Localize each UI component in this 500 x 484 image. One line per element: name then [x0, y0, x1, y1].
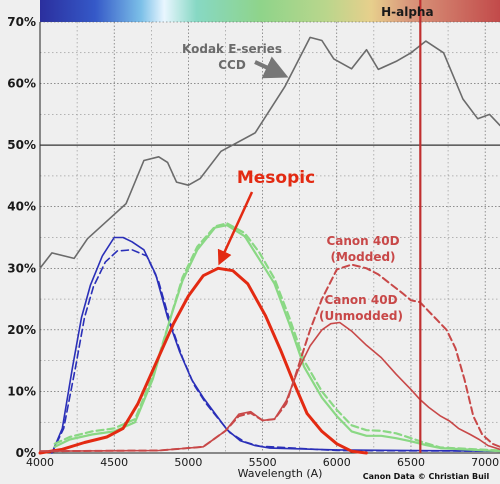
h-alpha-marker: H-alpha [381, 0, 434, 453]
annotation-canon-unmodded-1: Canon 40D [324, 293, 397, 307]
annotation-canon-modded-1: Canon 40D [326, 234, 399, 248]
h-alpha-label: H-alpha [381, 5, 433, 19]
x-tick-label: 4000 [26, 456, 54, 469]
x-tick-labels: 4000 4500 5000 5500 6000 6500 7000 [26, 456, 499, 469]
grid [39, 21, 500, 454]
y-tick-label: 40% [7, 200, 36, 214]
y-tick-label: 50% [7, 138, 36, 152]
x-tick-label: 6500 [397, 456, 425, 469]
y-tick-label: 0% [16, 446, 36, 460]
series-line-5 [38, 266, 368, 455]
series-layer [38, 36, 500, 455]
credit-label: Canon Data © Christian Buil [363, 472, 490, 481]
y-tick-label: 30% [7, 261, 36, 275]
x-tick-label: 6000 [323, 456, 351, 469]
y-tick-label: 20% [7, 323, 36, 337]
x-axis-label: Wavelength (A) [238, 467, 323, 480]
series-line-7 [39, 321, 500, 452]
annotation-kodak-2: CCD [218, 58, 246, 72]
kodak-arrow [254, 56, 289, 79]
series-line-6 [39, 263, 500, 453]
annotation-mesopic: Mesopic [237, 168, 315, 188]
series-line-3 [53, 224, 500, 453]
series-line-2 [51, 249, 500, 454]
mesopic-arrow [217, 191, 254, 266]
annotations: Kodak E-series CCD Mesopic Canon 40D (Mo… [182, 42, 489, 481]
y-tick-label: 60% [7, 77, 36, 91]
annotation-kodak-1: Kodak E-series [182, 42, 282, 56]
x-tick-label: 5000 [174, 456, 202, 469]
series-line-1 [51, 236, 500, 454]
x-tick-label: 4500 [100, 456, 128, 469]
x-tick-label: 5500 [249, 456, 277, 469]
series-line-4 [53, 222, 500, 452]
annotation-canon-modded-2: (Modded) [330, 250, 395, 264]
annotation-canon-unmodded-2: (Unmodded) [319, 309, 403, 323]
y-tick-labels: 0% 10% 20% 30% 40% 50% 60% 70% [7, 15, 36, 460]
spectrum-bar [40, 0, 500, 22]
y-tick-label: 70% [7, 15, 36, 29]
y-tick-label: 10% [7, 384, 36, 398]
series-line-0 [39, 36, 500, 270]
x-tick-label: 7000 [471, 456, 499, 469]
